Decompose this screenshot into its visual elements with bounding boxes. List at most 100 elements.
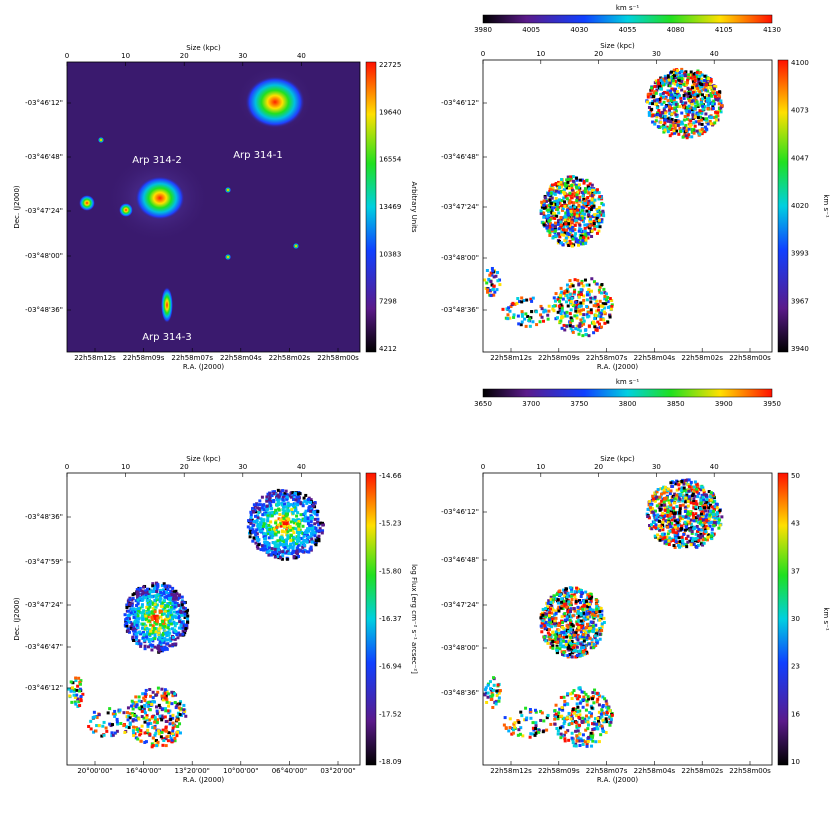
pixel bbox=[594, 304, 598, 308]
pixel bbox=[565, 624, 569, 628]
pixel bbox=[249, 520, 253, 524]
pixel bbox=[575, 726, 579, 730]
pixel bbox=[568, 296, 572, 300]
pixel bbox=[592, 630, 596, 634]
dec-tick-label: -03°46'12" bbox=[441, 99, 479, 107]
pixel bbox=[177, 631, 181, 635]
pixel bbox=[266, 492, 270, 496]
pixel bbox=[146, 728, 150, 732]
pixel bbox=[143, 699, 147, 703]
pixel bbox=[689, 92, 693, 96]
pixel bbox=[581, 742, 585, 746]
pixel bbox=[559, 303, 563, 307]
pixel bbox=[575, 622, 579, 626]
pixel bbox=[118, 708, 122, 712]
pixel bbox=[553, 225, 557, 229]
pixel bbox=[549, 191, 553, 195]
pixel bbox=[704, 83, 708, 87]
pixel bbox=[169, 622, 173, 626]
pixel bbox=[281, 495, 285, 499]
pixel bbox=[663, 536, 667, 540]
pixel bbox=[302, 538, 306, 542]
pixel bbox=[681, 122, 685, 126]
pixel bbox=[656, 533, 660, 537]
pixel bbox=[647, 113, 651, 117]
pixel bbox=[690, 531, 694, 535]
pixel bbox=[565, 310, 569, 314]
pixel bbox=[546, 627, 550, 631]
pixel bbox=[579, 293, 583, 297]
pixel bbox=[682, 495, 686, 499]
pixel bbox=[573, 644, 577, 648]
pixel bbox=[163, 610, 167, 614]
pixel bbox=[560, 199, 564, 203]
pixel bbox=[558, 621, 562, 625]
pixel bbox=[671, 481, 675, 485]
pixel bbox=[596, 639, 600, 643]
pixel bbox=[165, 735, 169, 739]
pixel bbox=[587, 288, 591, 292]
pixel bbox=[276, 500, 280, 504]
pixel bbox=[660, 499, 664, 503]
pixel bbox=[578, 227, 582, 231]
pixel bbox=[653, 493, 657, 497]
pixel bbox=[693, 488, 697, 492]
pixel bbox=[599, 614, 603, 618]
dec-tick-label: -03°47'24" bbox=[441, 203, 479, 211]
pixel bbox=[689, 70, 693, 74]
pixel bbox=[568, 285, 572, 289]
pixel bbox=[143, 612, 147, 616]
pixel bbox=[661, 91, 665, 95]
dec-axis-label: Dec. (J2000) bbox=[13, 185, 21, 229]
pixel bbox=[584, 234, 588, 238]
pixel bbox=[551, 608, 555, 612]
pixel bbox=[140, 724, 144, 728]
pixel bbox=[678, 504, 682, 508]
pixel bbox=[316, 510, 320, 514]
pixel bbox=[670, 70, 674, 74]
pixel bbox=[676, 521, 680, 525]
pixel bbox=[548, 611, 552, 615]
pixel bbox=[72, 693, 76, 697]
pixel bbox=[567, 600, 571, 604]
dec-tick-label: -03°46'48" bbox=[25, 153, 63, 161]
pixel bbox=[539, 209, 543, 213]
pixel bbox=[148, 590, 152, 594]
pixel bbox=[648, 101, 652, 105]
pixel bbox=[711, 90, 715, 94]
pixel bbox=[291, 549, 295, 553]
pixel bbox=[676, 518, 680, 522]
pixel bbox=[694, 512, 698, 516]
pixel bbox=[597, 206, 601, 210]
pixel bbox=[151, 582, 155, 586]
pixel bbox=[574, 708, 578, 712]
pixel bbox=[542, 206, 546, 210]
pixel bbox=[97, 724, 101, 728]
pixel bbox=[166, 642, 170, 646]
pixel bbox=[101, 724, 105, 728]
pixel bbox=[174, 706, 178, 710]
pixel bbox=[169, 611, 173, 615]
pixel bbox=[69, 689, 73, 693]
pixel bbox=[515, 301, 519, 305]
pixel bbox=[568, 613, 572, 617]
pixel bbox=[155, 590, 159, 594]
pixel bbox=[669, 503, 673, 507]
colorbar bbox=[365, 61, 377, 353]
pixel bbox=[267, 553, 271, 557]
pixel bbox=[705, 500, 709, 504]
pixel bbox=[128, 597, 132, 601]
pixel bbox=[134, 635, 138, 639]
pixel bbox=[562, 651, 566, 655]
pixel bbox=[596, 606, 600, 610]
size-tick-label: 30 bbox=[238, 463, 247, 471]
pixel bbox=[552, 230, 556, 234]
pixel bbox=[166, 739, 170, 743]
pixel bbox=[258, 503, 262, 507]
pixel bbox=[173, 602, 177, 606]
pixel bbox=[672, 530, 676, 534]
pixel bbox=[267, 523, 271, 527]
pixel bbox=[715, 506, 719, 510]
pixel bbox=[156, 712, 160, 716]
pixel bbox=[314, 539, 318, 543]
